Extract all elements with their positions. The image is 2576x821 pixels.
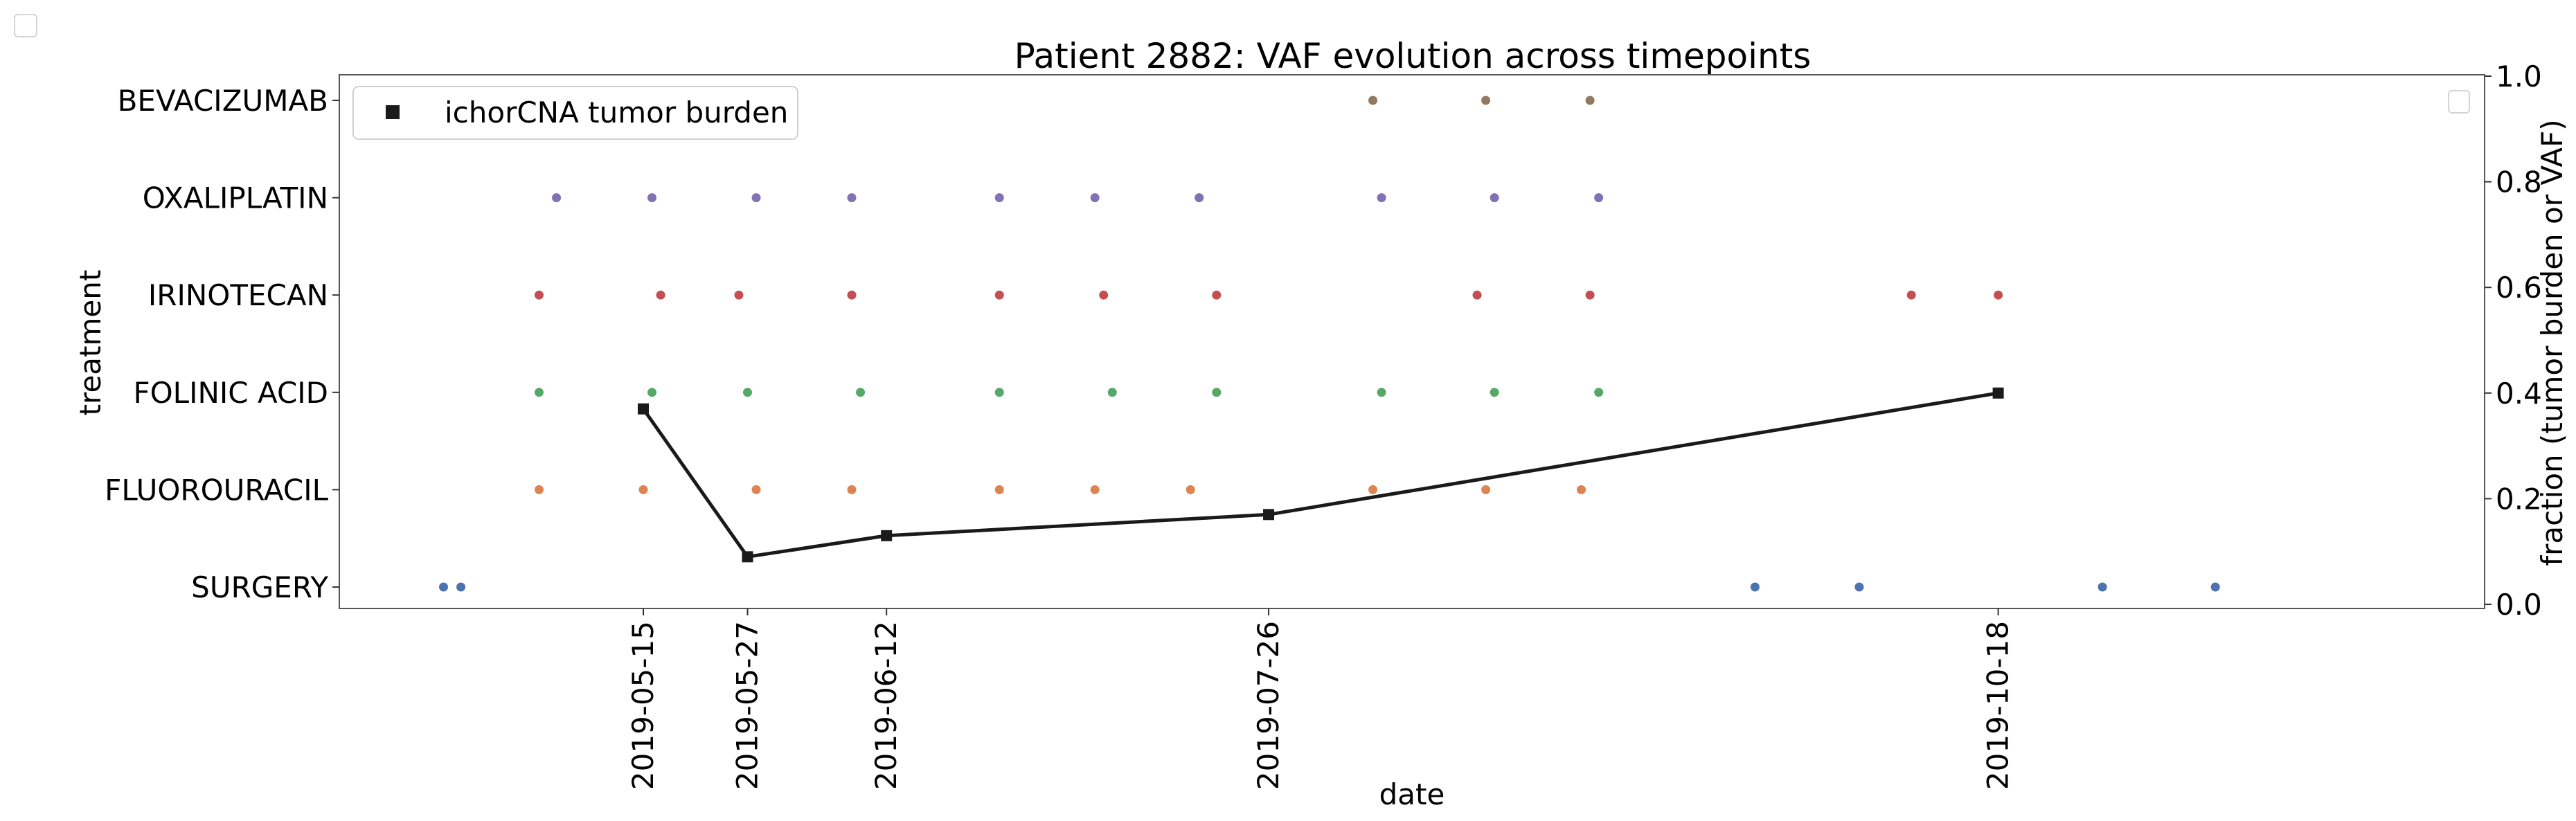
right-tick-label: 0.0 bbox=[2496, 588, 2542, 622]
tumor-burden-marker bbox=[1992, 387, 2004, 399]
y-tick-label: IRINOTECAN bbox=[148, 278, 328, 312]
treatment-point bbox=[1377, 193, 1386, 203]
right-tick-label: 0.4 bbox=[2496, 377, 2542, 410]
treatment-point bbox=[1368, 485, 1378, 494]
treatment-point bbox=[1750, 582, 1760, 592]
tumor-burden-marker bbox=[742, 551, 753, 563]
treatment-point bbox=[994, 388, 1004, 397]
treatment-point bbox=[1377, 388, 1386, 397]
y-tick-label: FLUOROURACIL bbox=[105, 473, 328, 507]
treatment-point bbox=[638, 485, 648, 494]
x-tick-label: 2019-06-12 bbox=[869, 621, 903, 790]
treatment-point bbox=[534, 485, 544, 494]
right-tick-label: 1.0 bbox=[2496, 60, 2542, 93]
treatment-point bbox=[656, 290, 665, 300]
legend: ichorCNA tumor burden bbox=[352, 86, 798, 140]
treatment-point bbox=[734, 290, 744, 300]
treatment-point bbox=[1490, 388, 1499, 397]
treatment-point bbox=[1577, 485, 1586, 494]
right-tick-label: 0.2 bbox=[2496, 482, 2542, 516]
treatment-point bbox=[647, 388, 657, 397]
chart-title: Patient 2882: VAF evolution across timep… bbox=[1014, 36, 1812, 76]
treatment-point bbox=[1994, 290, 2003, 300]
treatment-point bbox=[847, 485, 857, 494]
empty-legend-box bbox=[2448, 90, 2470, 114]
treatment-point bbox=[647, 193, 657, 203]
treatment-point bbox=[1906, 290, 1916, 300]
x-tick-label: 2019-07-26 bbox=[1251, 621, 1285, 790]
treatment-point bbox=[1107, 388, 1117, 397]
legend-marker bbox=[386, 105, 400, 119]
y-tick-label: BEVACIZUMAB bbox=[118, 84, 328, 118]
treatment-point bbox=[1212, 388, 1222, 397]
treatment-point bbox=[1594, 388, 1604, 397]
treatment-point bbox=[456, 582, 466, 592]
treatment-point bbox=[1594, 193, 1604, 203]
treatment-point bbox=[1481, 96, 1491, 105]
treatment-points bbox=[439, 96, 2220, 592]
tumor-burden-marker bbox=[881, 530, 893, 541]
tumor-burden-marker bbox=[637, 403, 649, 415]
y-axis-label-left: treatment bbox=[73, 270, 107, 416]
treatment-point bbox=[1490, 193, 1499, 203]
treatment-point bbox=[994, 485, 1004, 494]
x-tick-label: 2019-05-15 bbox=[626, 621, 660, 790]
treatment-point bbox=[1481, 485, 1491, 494]
treatment-point bbox=[994, 290, 1004, 300]
tumor-burden-marker bbox=[1263, 509, 1275, 521]
window-checkbox[interactable] bbox=[14, 14, 37, 37]
treatment-point bbox=[751, 485, 761, 494]
legend-label: ichorCNA tumor burden bbox=[445, 96, 788, 129]
y-tick-label: OXALIPLATIN bbox=[143, 181, 328, 215]
right-tick-label: 0.6 bbox=[2496, 271, 2542, 305]
treatment-point bbox=[2210, 582, 2220, 592]
treatment-point bbox=[439, 582, 449, 592]
tumor-burden-line bbox=[641, 391, 1999, 559]
treatment-point bbox=[1186, 485, 1195, 494]
right-axis-ticks: 0.0 0.2 0.4 0.6 0.8 1.0 bbox=[2485, 60, 2542, 622]
treatment-point bbox=[847, 290, 857, 300]
treatment-point bbox=[534, 388, 544, 397]
y-tick-label: SURGERY bbox=[191, 570, 328, 604]
treatment-point bbox=[534, 290, 544, 300]
y-tick-labels: SURGERY FLUOROURACIL FOLINIC ACID IRINOTECA… bbox=[105, 84, 328, 604]
treatment-point bbox=[856, 388, 866, 397]
treatment-point bbox=[994, 193, 1004, 203]
x-tick-label: 2019-05-27 bbox=[730, 621, 764, 790]
y-axis-label-right: fraction (tumor burden or VAF) bbox=[2535, 119, 2569, 566]
treatment-point bbox=[2098, 582, 2107, 592]
x-tick-label: 2019-10-18 bbox=[1981, 621, 2015, 790]
y-tick-marks bbox=[332, 100, 339, 588]
treatment-point bbox=[1854, 582, 1864, 592]
y-tick-label: FOLINIC ACID bbox=[133, 376, 328, 410]
treatment-point bbox=[1090, 193, 1100, 203]
treatment-point bbox=[1585, 290, 1595, 300]
plot-area bbox=[339, 74, 2485, 609]
x-axis-ticks: 2019-05-15 2019-05-27 2019-06-12 2019-07-26… bbox=[626, 608, 2015, 790]
treatment-point bbox=[751, 193, 761, 203]
treatment-point bbox=[1585, 96, 1595, 105]
tumor-burden-series bbox=[637, 387, 2004, 563]
treatment-point bbox=[847, 193, 857, 203]
legend-box bbox=[352, 86, 798, 140]
x-axis-label: date bbox=[1379, 777, 1445, 811]
treatment-point bbox=[1472, 290, 1482, 300]
treatment-point bbox=[1195, 193, 1204, 203]
treatment-point bbox=[1212, 290, 1222, 300]
treatment-point bbox=[1090, 485, 1100, 494]
treatment-point bbox=[552, 193, 562, 203]
treatment-point bbox=[742, 388, 752, 397]
right-tick-label: 0.8 bbox=[2496, 165, 2542, 199]
treatment-point bbox=[1099, 290, 1109, 300]
treatment-point bbox=[1368, 96, 1378, 105]
